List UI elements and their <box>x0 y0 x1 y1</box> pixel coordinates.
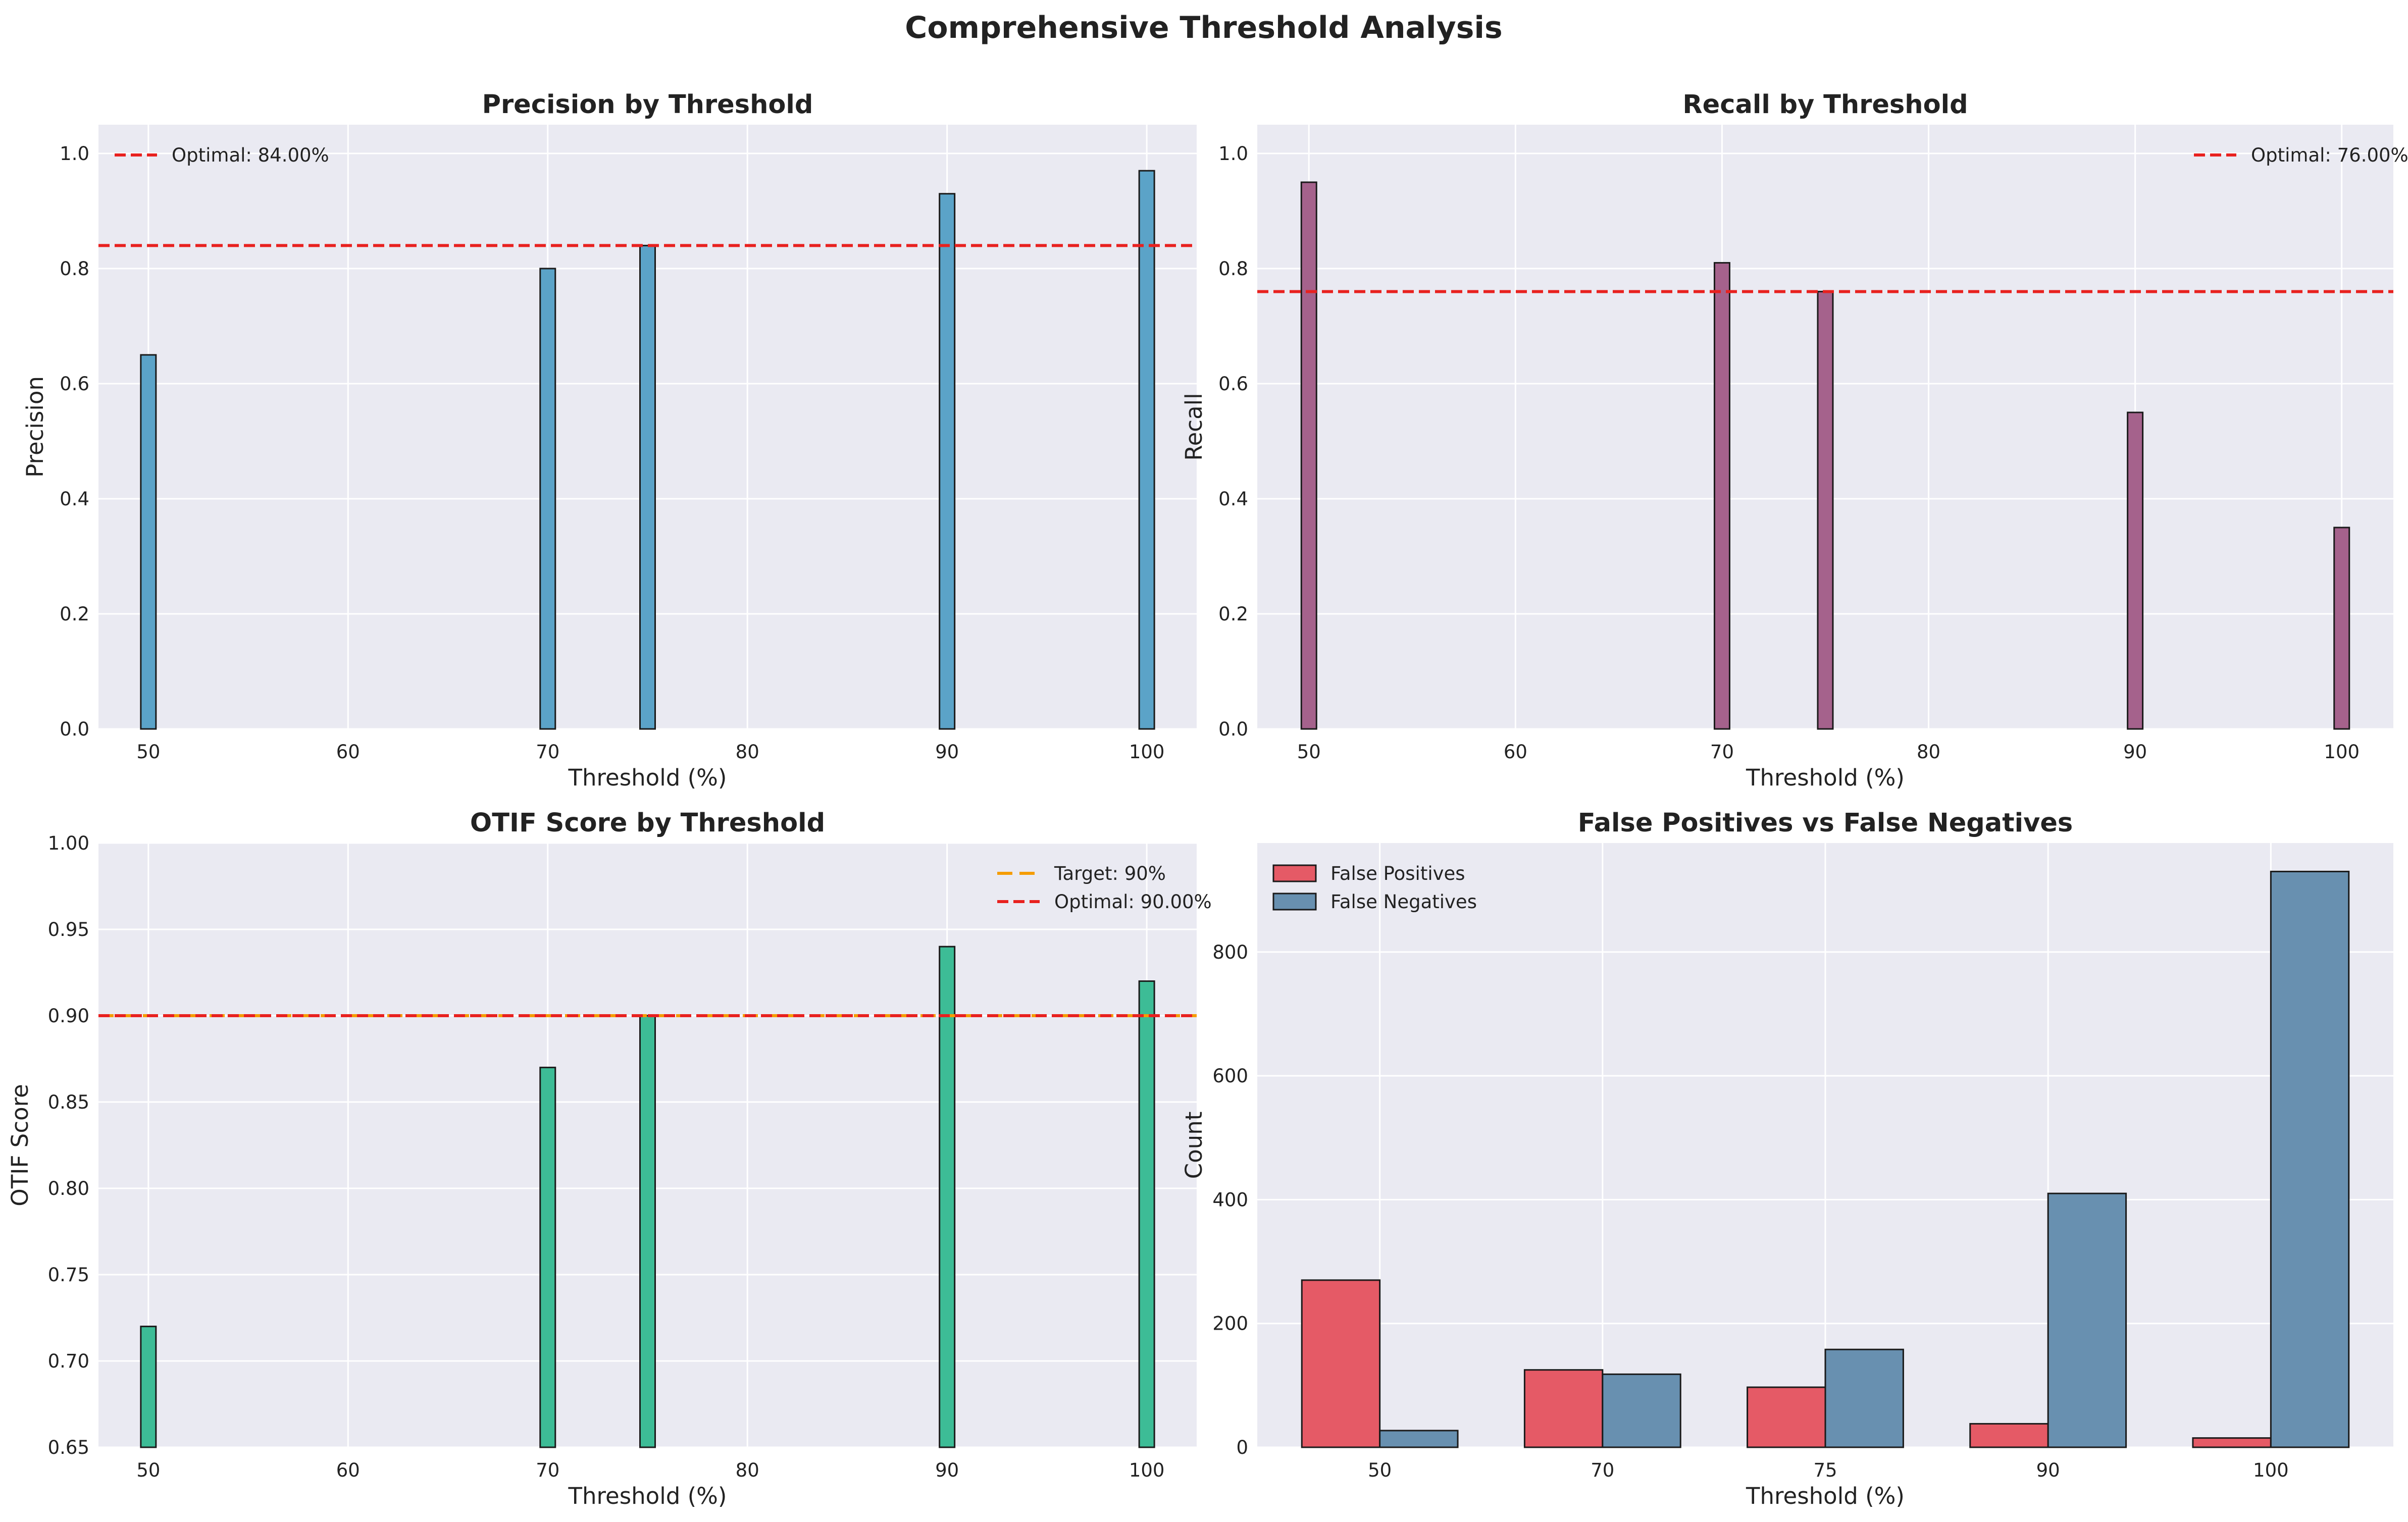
y-tick-label: 0.6 <box>1218 373 1248 395</box>
x-tick-label: 80 <box>1917 741 1940 763</box>
y-tick-label: 0 <box>1236 1437 1248 1458</box>
bar-false-negatives <box>2047 1192 2127 1448</box>
legend-label: Optimal: 90.00% <box>1054 891 1212 913</box>
y-tick-label: 0.0 <box>1218 718 1248 740</box>
bar-false-positives <box>2192 1437 2272 1448</box>
x-tick-label: 50 <box>136 741 160 763</box>
bar-false-positives <box>1969 1423 2049 1448</box>
x-tick-label: 50 <box>1368 1459 1392 1481</box>
y-axis-label: Count <box>1181 1112 1207 1179</box>
legend-swatch <box>1272 864 1317 882</box>
panel-title: Precision by Threshold <box>482 90 813 120</box>
bar-false-positives <box>1301 1279 1381 1448</box>
y-tick-label: 600 <box>1212 1065 1248 1087</box>
y-tick-label: 0.8 <box>60 258 89 280</box>
y-tick-label: 0.6 <box>60 373 89 395</box>
bar <box>1300 181 1317 730</box>
y-axis-label: Precision <box>22 376 48 478</box>
false-pos-neg-panel: 0 200 400 600 800 50 70 75 90 100 False Positives … <box>1181 808 2393 1509</box>
y-tick-label: 0.90 <box>48 1005 89 1027</box>
bar-false-negatives <box>1602 1373 1681 1448</box>
bar <box>939 946 956 1448</box>
y-tick-label: 0.95 <box>48 919 89 940</box>
bar <box>2333 527 2350 730</box>
x-tick-label: 70 <box>1591 1459 1614 1481</box>
x-tick-label: 60 <box>336 741 360 763</box>
x-axis-label: Threshold (%) <box>1746 1483 1905 1509</box>
x-tick-label: 100 <box>1129 741 1165 763</box>
y-tick-label: 200 <box>1212 1313 1248 1335</box>
x-tick-label: 60 <box>1504 741 1527 763</box>
x-tick-label: 90 <box>2036 1459 2060 1481</box>
bar-false-negatives <box>1824 1348 1904 1448</box>
y-tick-label: 800 <box>1212 941 1248 963</box>
x-axis-label: Threshold (%) <box>1746 764 1905 791</box>
bar <box>939 193 956 730</box>
legend-label: False Positives <box>1330 863 1465 884</box>
x-tick-label: 80 <box>736 1459 759 1481</box>
y-tick-label: 1.0 <box>1218 143 1248 165</box>
bar <box>140 1326 157 1448</box>
y-tick-label: 0.2 <box>1218 603 1248 625</box>
precision-panel: 0.0 0.2 0.4 0.6 0.8 1.0 50 60 70 80 90 100 Precision… <box>22 90 1197 791</box>
y-tick-label: 0.4 <box>60 488 89 510</box>
legend-label: Optimal: 84.00% <box>172 144 329 166</box>
recall-panel: 0.0 0.2 0.4 0.6 0.8 1.0 50 60 70 80 90 100 Recall by… <box>1181 90 2408 791</box>
legend-label: Target: 90% <box>1054 863 1166 884</box>
bar <box>2127 411 2144 730</box>
y-tick-label: 0.75 <box>48 1264 89 1286</box>
bar <box>539 1067 556 1448</box>
y-axis-label: OTIF Score <box>7 1084 33 1206</box>
x-tick-label: 80 <box>736 741 759 763</box>
figure-title: Comprehensive Threshold Analysis <box>905 10 1502 45</box>
panel-title: OTIF Score by Threshold <box>470 808 825 838</box>
x-tick-label: 50 <box>1297 741 1321 763</box>
x-tick-label: 50 <box>136 1459 160 1481</box>
y-tick-label: 1.00 <box>48 832 89 854</box>
bar-false-negatives <box>2270 870 2350 1448</box>
bar <box>1817 291 1834 730</box>
x-tick-label: 100 <box>2253 1459 2289 1481</box>
x-tick-label: 100 <box>1129 1459 1165 1481</box>
x-axis-label: Threshold (%) <box>568 1483 727 1509</box>
x-tick-label: 90 <box>935 1459 959 1481</box>
panel-title: False Positives vs False Negatives <box>1578 808 2073 838</box>
y-tick-label: 0.8 <box>1218 258 1248 280</box>
y-tick-label: 0.85 <box>48 1091 89 1113</box>
x-tick-label: 70 <box>1710 741 1734 763</box>
x-tick-label: 60 <box>336 1459 360 1481</box>
y-tick-label: 0.80 <box>48 1178 89 1199</box>
y-tick-label: 1.0 <box>60 143 89 165</box>
bar <box>639 1015 656 1448</box>
panel-title: Recall by Threshold <box>1682 90 1968 120</box>
bar <box>1713 262 1730 730</box>
x-tick-label: 70 <box>536 741 559 763</box>
x-tick-label: 90 <box>935 741 959 763</box>
otif-panel: 0.65 0.70 0.75 0.80 0.85 0.90 0.95 1.00 50 60 70 80… <box>7 808 1212 1509</box>
bar <box>1138 980 1155 1448</box>
x-tick-label: 75 <box>1813 1459 1837 1481</box>
y-tick-label: 0.0 <box>60 718 89 740</box>
x-tick-label: 100 <box>2324 741 2360 763</box>
bar <box>539 268 556 730</box>
x-axis-label: Threshold (%) <box>568 764 727 791</box>
x-tick-label: 70 <box>536 1459 559 1481</box>
y-tick-label: 0.70 <box>48 1350 89 1372</box>
y-tick-label: 0.65 <box>48 1437 89 1458</box>
bar <box>140 354 157 730</box>
legend-swatch <box>1272 893 1317 911</box>
y-tick-label: 0.2 <box>60 603 89 625</box>
bar-false-positives <box>1523 1369 1604 1448</box>
y-axis-label: Recall <box>1181 393 1207 460</box>
y-tick-label: 0.4 <box>1218 488 1248 510</box>
y-tick-label: 400 <box>1212 1189 1248 1211</box>
bar <box>1138 170 1155 730</box>
legend-label: Optimal: 76.00% <box>2251 144 2408 166</box>
bar-false-negatives <box>1379 1430 1459 1448</box>
x-tick-label: 90 <box>2123 741 2147 763</box>
bar <box>639 244 656 730</box>
legend-label: False Negatives <box>1330 891 1477 913</box>
bar-false-positives <box>1747 1386 1826 1448</box>
